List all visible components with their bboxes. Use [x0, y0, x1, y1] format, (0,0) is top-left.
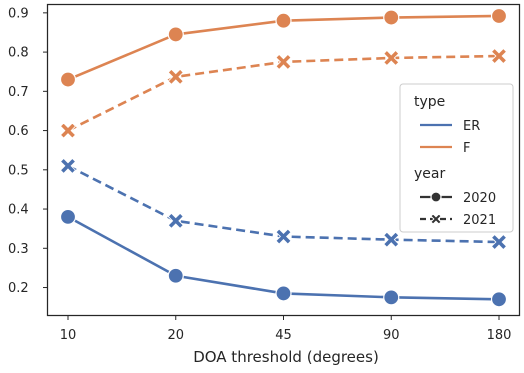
legend-title: year — [414, 166, 445, 182]
x-tick-label: 180 — [487, 328, 512, 343]
y-tick-label: 0.4 — [8, 203, 29, 218]
series-er-2021 — [59, 157, 508, 251]
y-tick-label: 0.2 — [8, 281, 29, 296]
circle-marker — [59, 71, 77, 88]
x-marker — [490, 47, 508, 65]
x-marker — [383, 231, 400, 248]
series-er-2020 — [59, 208, 508, 308]
circle-marker — [275, 285, 292, 302]
x-marker — [59, 122, 77, 139]
legend-label: 2020 — [463, 191, 496, 206]
x-axis-title: DOA threshold (degrees) — [193, 348, 379, 366]
x-marker — [275, 228, 292, 245]
legend-title: type — [414, 94, 445, 110]
x-marker — [167, 68, 184, 85]
x-marker — [430, 213, 442, 225]
x-marker — [167, 212, 184, 229]
legend-label: 2021 — [463, 213, 496, 228]
circle-marker — [383, 289, 400, 306]
y-axis: 0.2 0.3 0.4 0.5 0.6 0.7 0.8 0.9 — [8, 6, 48, 296]
x-tick-label: 20 — [167, 328, 184, 343]
y-tick-label: 0.7 — [8, 85, 29, 100]
y-tick-label: 0.6 — [8, 124, 29, 139]
legend-label: ER — [463, 119, 480, 134]
series-f-2021 — [59, 47, 508, 139]
series-layer — [59, 7, 508, 308]
circle-marker — [490, 291, 508, 308]
y-tick-label: 0.8 — [8, 46, 29, 61]
y-tick-label: 0.3 — [8, 242, 29, 257]
y-tick-label: 0.9 — [8, 6, 29, 21]
x-tick-label: 90 — [383, 328, 400, 343]
circle-marker — [59, 208, 77, 225]
circle-marker — [490, 7, 508, 25]
x-marker — [59, 157, 77, 175]
x-axis: 10 20 45 90 180 — [60, 315, 512, 343]
circle-marker — [167, 26, 184, 43]
legend-box — [399, 83, 514, 233]
x-marker — [275, 53, 292, 71]
x-tick-label: 10 — [60, 328, 77, 343]
y-tick-label: 0.5 — [8, 163, 29, 178]
x-marker — [490, 233, 508, 251]
x-marker — [383, 49, 400, 67]
legend-label: F — [463, 141, 470, 156]
x-tick-label: 45 — [275, 328, 292, 343]
circle-marker — [275, 12, 292, 29]
series-f-2020 — [59, 7, 508, 88]
circle-marker — [167, 267, 184, 284]
circle-marker — [430, 191, 442, 203]
circle-marker — [383, 9, 400, 26]
